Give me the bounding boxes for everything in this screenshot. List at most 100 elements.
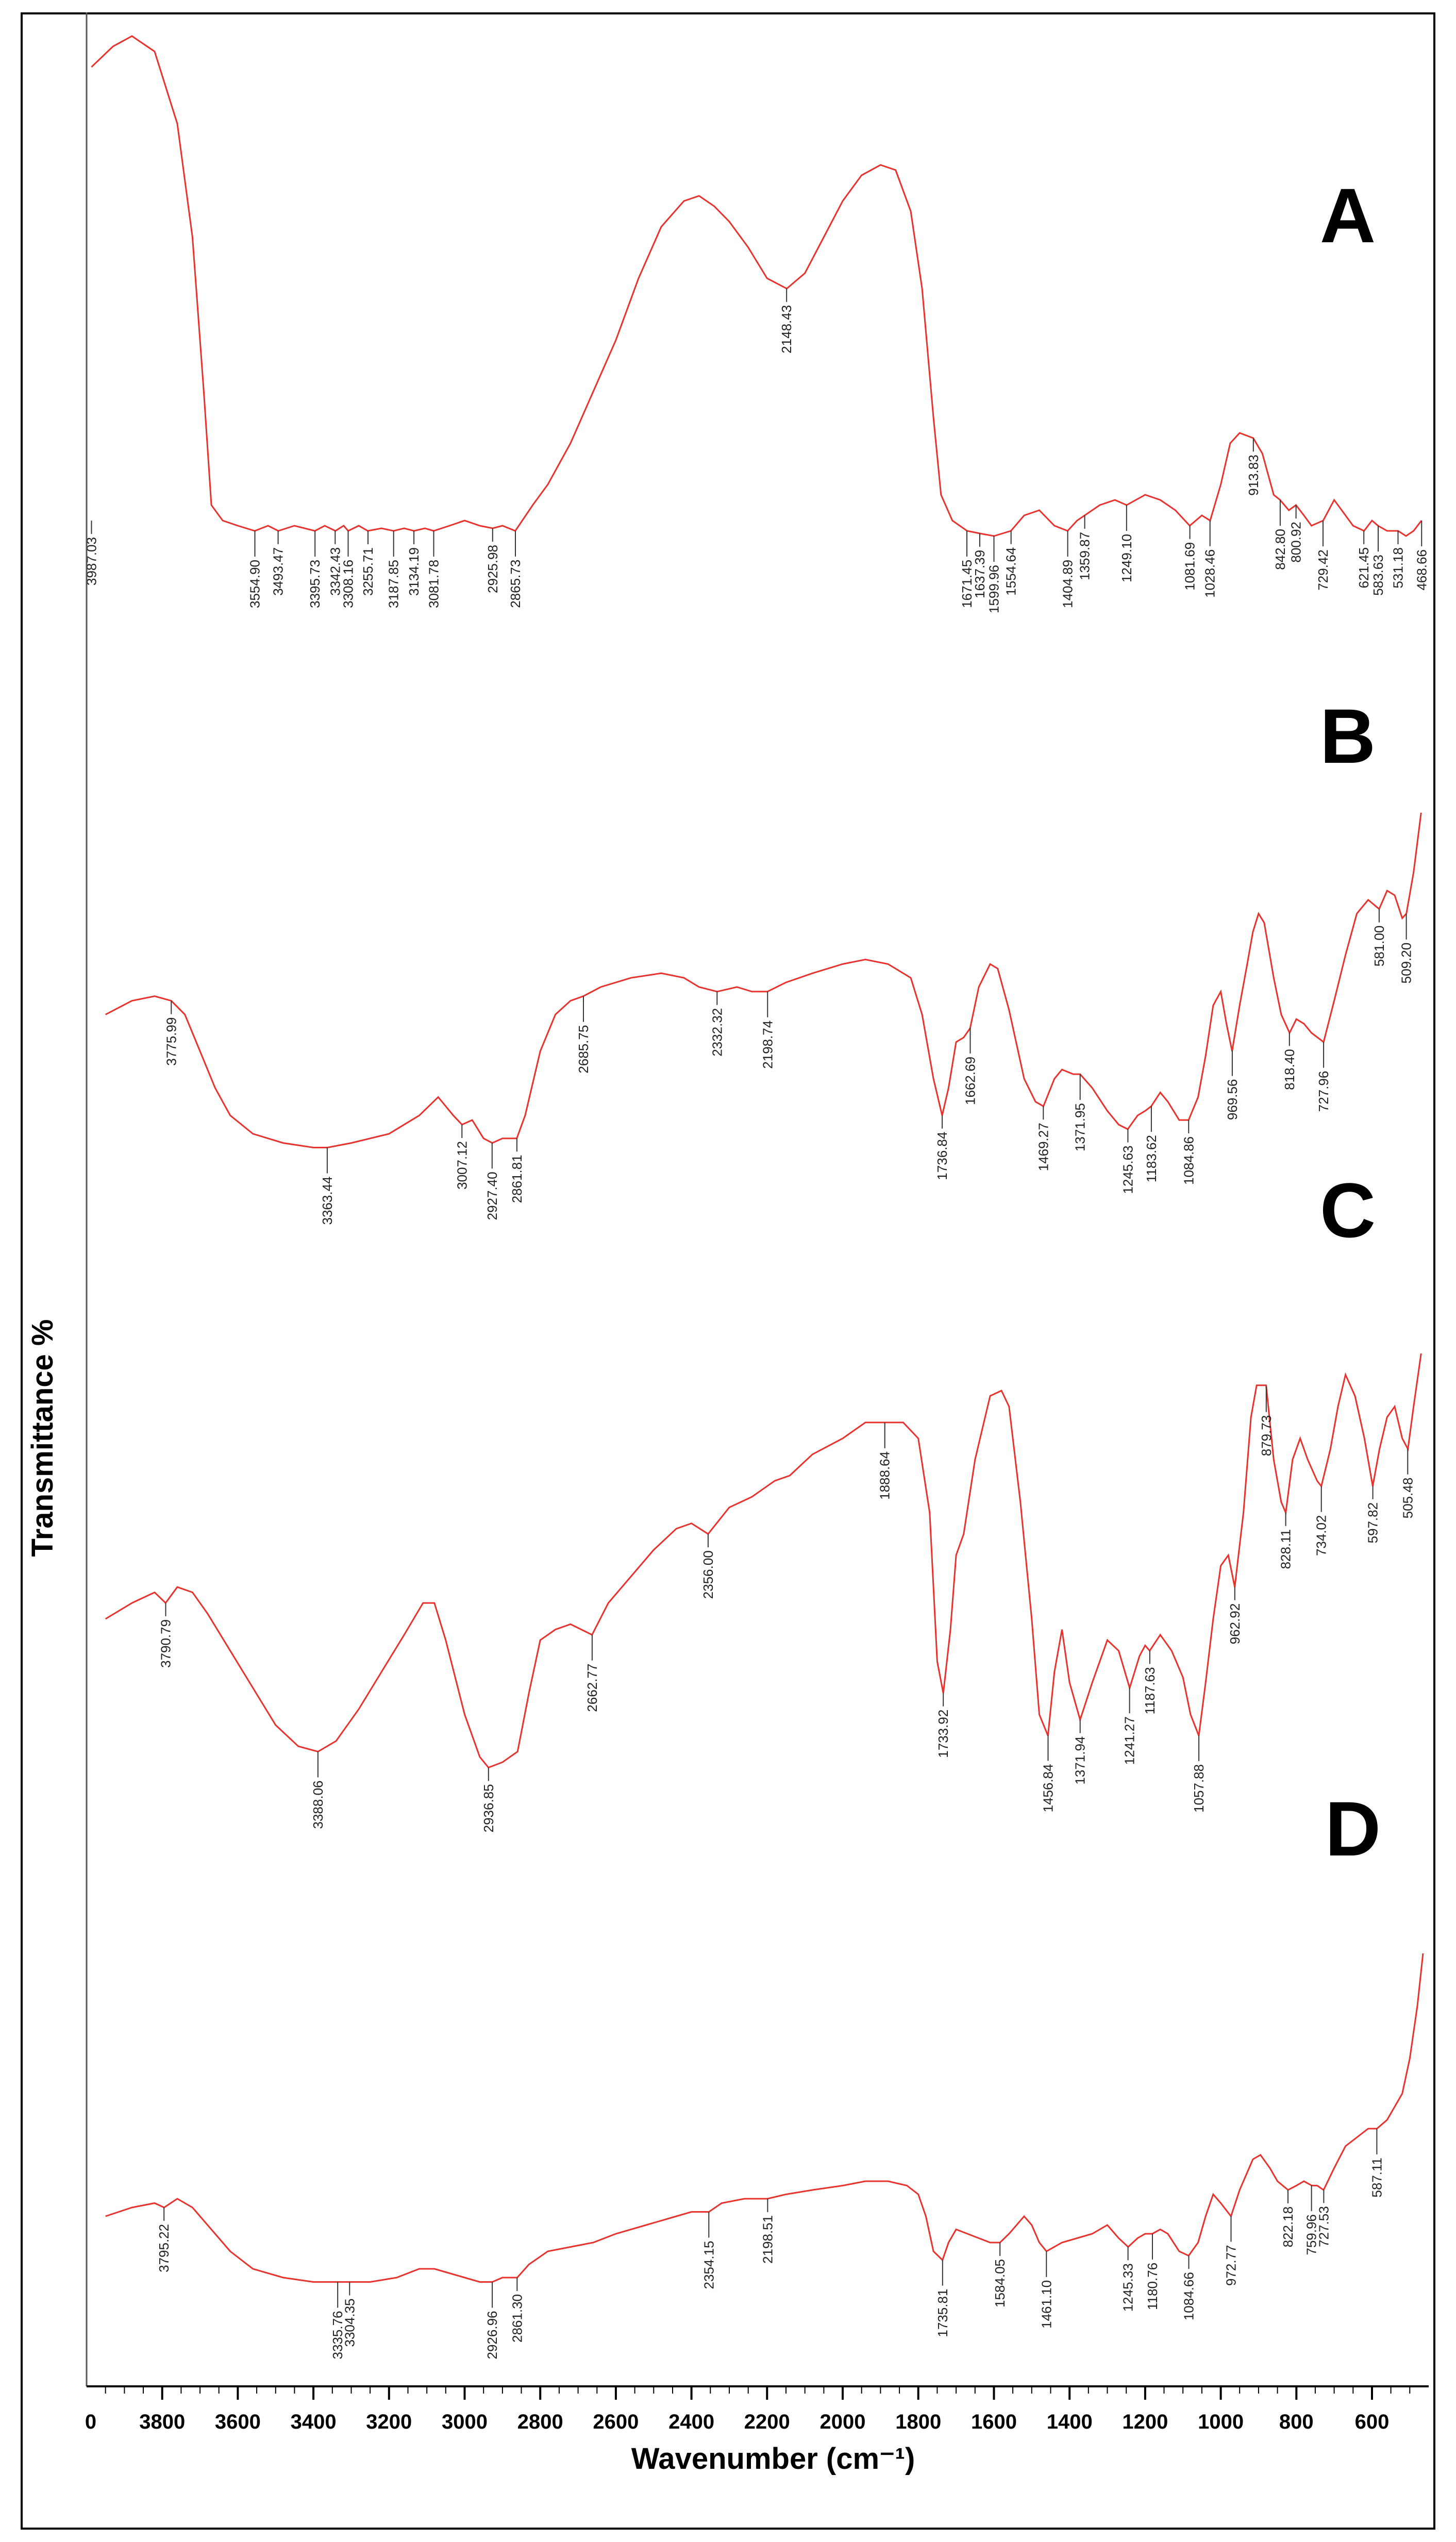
peak-label: 3134.19 bbox=[406, 547, 422, 596]
x-tick-label: 0 bbox=[85, 2411, 96, 2433]
x-tick-label: 3600 bbox=[215, 2411, 261, 2433]
peak-label: 2148.43 bbox=[779, 305, 794, 354]
peak-label: 1241.27 bbox=[1122, 1716, 1137, 1765]
x-tick-label: 1200 bbox=[1122, 2411, 1168, 2433]
peak-label: 2332.32 bbox=[709, 1008, 725, 1057]
peak-label: 3007.12 bbox=[454, 1141, 470, 1190]
peak-label: 3342.43 bbox=[327, 547, 343, 596]
peak-label: 587.11 bbox=[1369, 2158, 1384, 2198]
peak-label: 818.40 bbox=[1282, 1049, 1297, 1090]
peak-label: 3388.06 bbox=[310, 1781, 326, 1829]
peak-label: 3335.76 bbox=[330, 2311, 345, 2360]
peak-label: 1637.39 bbox=[972, 550, 988, 598]
x-tick-label: 3000 bbox=[442, 2411, 488, 2433]
peak-label: 727.96 bbox=[1316, 1071, 1331, 1112]
peak-label: 1180.76 bbox=[1145, 2263, 1160, 2310]
peak-label: 1735.81 bbox=[935, 2289, 950, 2337]
peak-label: 1249.10 bbox=[1119, 534, 1134, 582]
x-tick-label: 2800 bbox=[517, 2411, 563, 2433]
peak-label: 3395.73 bbox=[307, 560, 323, 608]
peak-label: 969.56 bbox=[1225, 1079, 1240, 1121]
peak-label: 2861.81 bbox=[509, 1155, 525, 1203]
panel-letter-b: B bbox=[1320, 693, 1376, 779]
peak-label: 1888.64 bbox=[877, 1451, 893, 1500]
peak-label: 3554.90 bbox=[247, 560, 263, 608]
panel-letter-a: A bbox=[1320, 172, 1376, 259]
peak-label: 3795.22 bbox=[156, 2224, 172, 2272]
peak-label: 842.80 bbox=[1273, 529, 1288, 570]
spectrum-line-a bbox=[91, 35, 1422, 537]
peak-label: 531.18 bbox=[1391, 547, 1406, 589]
x-tick-label: 2600 bbox=[593, 2411, 639, 2433]
peak-label: 2925.98 bbox=[485, 545, 500, 593]
x-tick-label: 1800 bbox=[895, 2411, 941, 2433]
peak-label: 1554.64 bbox=[1003, 547, 1019, 596]
peak-label: 1404.89 bbox=[1060, 560, 1076, 608]
peak-label: 3304.35 bbox=[342, 2299, 357, 2347]
peak-label: 597.82 bbox=[1365, 1502, 1381, 1544]
spectrum-line-d bbox=[105, 1953, 1424, 2283]
x-tick-label: 2000 bbox=[820, 2411, 866, 2433]
peak-label: 1084.66 bbox=[1181, 2272, 1197, 2320]
peak-label: 1461.10 bbox=[1039, 2280, 1054, 2329]
peak-label: 1028.46 bbox=[1202, 549, 1218, 598]
peak-label: 1584.05 bbox=[992, 2259, 1008, 2307]
peak-label: 583.63 bbox=[1370, 555, 1386, 596]
peak-label: 1245.33 bbox=[1120, 2263, 1136, 2312]
peak-label: 2926.96 bbox=[484, 2311, 500, 2360]
peak-label: 1456.84 bbox=[1041, 1764, 1056, 1812]
peak-label: 581.00 bbox=[1371, 926, 1387, 967]
peak-label: 3308.16 bbox=[341, 560, 356, 608]
peak-label: 1371.94 bbox=[1073, 1736, 1088, 1785]
peak-label: 734.02 bbox=[1314, 1515, 1329, 1557]
peak-label: 1183.62 bbox=[1144, 1135, 1159, 1182]
peak-label: 1245.63 bbox=[1120, 1146, 1135, 1194]
peak-label: 1057.88 bbox=[1191, 1764, 1207, 1813]
peak-label: 3363.44 bbox=[320, 1177, 335, 1225]
peak-label: 828.11 bbox=[1278, 1529, 1294, 1569]
x-tick-label: 600 bbox=[1355, 2411, 1390, 2433]
peak-label: 505.48 bbox=[1400, 1478, 1415, 1519]
peak-label: 1662.69 bbox=[963, 1057, 978, 1105]
peak-label: 879.73 bbox=[1259, 1415, 1274, 1457]
peak-label: 1359.87 bbox=[1077, 532, 1093, 580]
x-tick-label: 1600 bbox=[971, 2411, 1017, 2433]
panel-b: 3775.99 3363.44 3007.12 2927.40 2861.81 2685.… bbox=[105, 693, 1422, 1225]
peak-label: 2198.51 bbox=[760, 2215, 775, 2264]
peak-label: 2861.30 bbox=[509, 2294, 525, 2343]
peak-label: 727.53 bbox=[1316, 2206, 1331, 2247]
peak-label: 3081.78 bbox=[426, 560, 442, 608]
peak-label: 759.96 bbox=[1304, 2214, 1319, 2255]
panel-c: 3790.79 3388.06 2936.85 2662.77 2356.00 1888.… bbox=[105, 1167, 1422, 1832]
peak-label: 3790.79 bbox=[158, 1619, 174, 1668]
x-axis: 0 3800 3600 3400 3200 3000 2800 2600 2400 2200 200… bbox=[85, 12, 1429, 2433]
peak-label: 509.20 bbox=[1399, 943, 1414, 984]
peak-label: 3493.47 bbox=[271, 547, 286, 596]
peak-label: 2927.40 bbox=[484, 1172, 500, 1220]
peak-label: 822.18 bbox=[1280, 2206, 1296, 2248]
peak-label: 2662.77 bbox=[584, 1664, 600, 1712]
peak-label: 1187.63 bbox=[1142, 1667, 1158, 1714]
peak-label: 972.77 bbox=[1224, 2245, 1239, 2286]
peak-label: 1084.86 bbox=[1181, 1136, 1196, 1185]
peak-label: 2865.73 bbox=[508, 560, 523, 608]
x-tick-label: 1000 bbox=[1198, 2411, 1244, 2433]
peak-label: 913.83 bbox=[1246, 455, 1261, 496]
peak-label: 1469.27 bbox=[1035, 1123, 1051, 1171]
x-tick-label: 3200 bbox=[366, 2411, 412, 2433]
figure-frame bbox=[21, 12, 1435, 2530]
peak-label: 468.66 bbox=[1414, 549, 1429, 591]
x-tick-label: 1400 bbox=[1047, 2411, 1093, 2433]
y-axis-title: Transmittance % bbox=[26, 1319, 59, 1557]
x-tick-label: 2400 bbox=[668, 2411, 714, 2433]
peak-label: 3187.85 bbox=[386, 560, 401, 608]
peak-label: 2936.85 bbox=[481, 1784, 496, 1832]
peak-label: 1736.84 bbox=[934, 1132, 950, 1180]
x-tick-label: 2200 bbox=[744, 2411, 790, 2433]
x-axis-title: Wavenumber (cm⁻¹) bbox=[631, 2442, 915, 2476]
panel-a: 3987.03 3554.90 3493.47 3395.73 3342.433308.… bbox=[84, 35, 1429, 613]
peak-label: 3255.71 bbox=[360, 547, 376, 596]
peak-label: 2685.75 bbox=[576, 1025, 591, 1074]
